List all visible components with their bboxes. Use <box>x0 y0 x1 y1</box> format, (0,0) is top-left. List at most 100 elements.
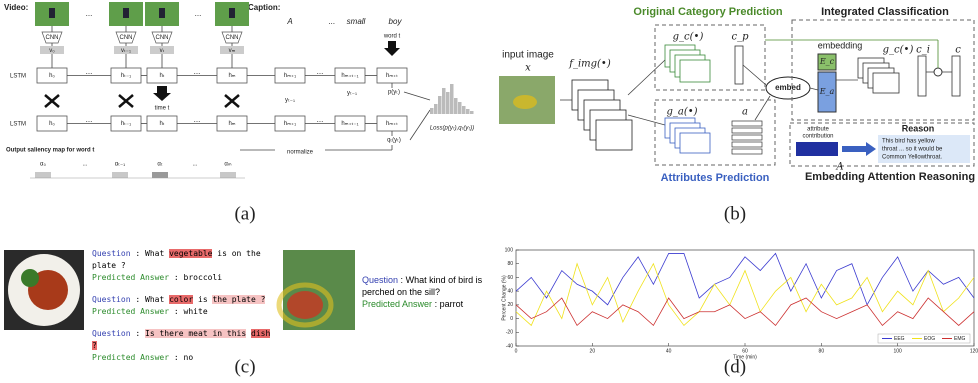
x-axis-label: Time (min) <box>733 354 757 360</box>
plot-frame <box>515 249 975 347</box>
ql: Question <box>92 249 131 258</box>
panel-caption: (a) <box>234 203 255 224</box>
loss-label: Loss(p(yₜ),qₜ(yₜ)) <box>430 126 474 132</box>
cp-label: c_p <box>731 32 749 43</box>
ellipsis: ... <box>194 115 201 124</box>
cnn-label: CNN <box>226 35 239 41</box>
v-feature <box>40 46 64 54</box>
word-arrow <box>384 41 400 56</box>
cp-vector <box>734 45 744 85</box>
x-tick-label: 20 <box>590 348 596 354</box>
connector <box>742 64 767 86</box>
video-label: Video: <box>4 3 28 12</box>
hl-light: Is there meat in this <box>145 329 247 338</box>
reason-text: throat ... so it would be <box>882 147 943 153</box>
reason-text: Common Yellowthroat. <box>882 155 942 161</box>
frame-figure <box>49 8 55 18</box>
v-feature <box>150 46 174 54</box>
h-label: hₘ₊₁ <box>284 121 296 127</box>
connector <box>809 87 819 91</box>
attribute-row <box>731 134 763 141</box>
ql: Question <box>362 275 399 285</box>
legend-label: EOG <box>924 336 935 342</box>
cnn-block <box>221 31 243 44</box>
frame-figure <box>229 8 235 18</box>
qa-item: Question : Is there meat in this dish ? P… <box>92 328 277 364</box>
y-label: yₜ₋₁ <box>347 91 357 97</box>
x-tick-label: 0 <box>515 348 518 354</box>
caption-label: Caption: <box>248 3 280 12</box>
ocp-title: Original Category Prediction <box>633 6 782 18</box>
question-line: Question : What color is the plate ? <box>92 294 277 306</box>
h-label: hₜ <box>159 121 164 127</box>
bird-qa: Question : What kind of bird is perched … <box>362 274 512 310</box>
ellipsis: ... <box>86 9 93 18</box>
contrib-label: attribute <box>807 127 829 133</box>
ga-map <box>679 132 711 154</box>
cnn-block <box>115 31 137 44</box>
dashed-box <box>654 24 766 91</box>
h-label: hₘ₊ₜ₋₁ <box>341 73 358 79</box>
ic-title: Integrated Classification <box>821 6 949 18</box>
sep: : <box>135 329 141 338</box>
ellipsis: ... <box>195 9 202 18</box>
q-part: What <box>145 249 170 258</box>
cnn-label: CNN <box>120 35 133 41</box>
sep: : <box>135 295 141 304</box>
qa-item: Question : What vegetable is on the plat… <box>92 248 277 284</box>
h-label: hₘ₊ₜ <box>386 121 398 127</box>
q-part: is <box>193 295 213 304</box>
legend-box <box>877 333 971 344</box>
y-tick-label: 20 <box>507 302 513 308</box>
h-label: hₜ <box>159 73 164 79</box>
dashed-box <box>791 19 975 121</box>
ql: Question <box>92 329 131 338</box>
ellipsis: ... <box>317 115 324 124</box>
ellipsis: ... <box>86 115 93 124</box>
ear-title: Embedding Attention Reasoning <box>805 171 975 183</box>
sep: : <box>135 249 141 258</box>
al: Predicted Answer <box>362 299 433 309</box>
sep: : <box>173 353 179 362</box>
al: Predicted Answer <box>92 273 170 282</box>
panel-caption: (d) <box>724 356 746 377</box>
connector <box>627 114 666 126</box>
hl-light: the plate ? <box>212 295 266 304</box>
c-label: c <box>955 45 961 56</box>
ec-label: E_c <box>819 57 835 66</box>
caption-word: ... <box>329 17 336 26</box>
heat-ring <box>276 282 334 328</box>
attribute-row <box>731 141 763 148</box>
y-tick-label: 80 <box>507 261 513 267</box>
saliency-cell <box>112 172 128 178</box>
cnn-block <box>151 31 173 44</box>
frame-figure <box>123 8 129 18</box>
sum-node <box>933 67 943 77</box>
normalize-label: normalize <box>287 150 314 156</box>
cnn-label: CNN <box>156 35 169 41</box>
alpha-label: αₘ <box>224 162 231 168</box>
ap-title: Attributes Prediction <box>661 172 770 184</box>
question-line: Question : What kind of bird is perched … <box>362 274 512 298</box>
gc-label: g_c(•) <box>673 32 704 43</box>
answer-line: Predicted Answer : white <box>92 306 277 318</box>
ea-box <box>817 71 837 113</box>
reason-box <box>878 135 970 163</box>
x-tick-label: 40 <box>666 348 672 354</box>
cross <box>118 94 134 108</box>
h-label: hₘ₊ₜ₋₁ <box>341 121 358 127</box>
legend-label: EEG <box>894 336 905 342</box>
histogram-bar <box>458 102 462 114</box>
histogram-bar <box>466 109 470 114</box>
histogram-bar <box>454 98 458 114</box>
v-label: vₜ <box>160 48 165 54</box>
legend-label: EMG <box>954 336 966 342</box>
y-tick-label: -40 <box>506 343 513 349</box>
h-label: hₜ₋₁ <box>121 73 131 79</box>
ellipsis: ... <box>317 67 324 76</box>
h-label: hₘ₊₁ <box>284 73 296 79</box>
x-tick-label: 100 <box>893 348 902 354</box>
saliency-cell <box>35 172 51 178</box>
h-label: hₜ₋₁ <box>121 121 131 127</box>
